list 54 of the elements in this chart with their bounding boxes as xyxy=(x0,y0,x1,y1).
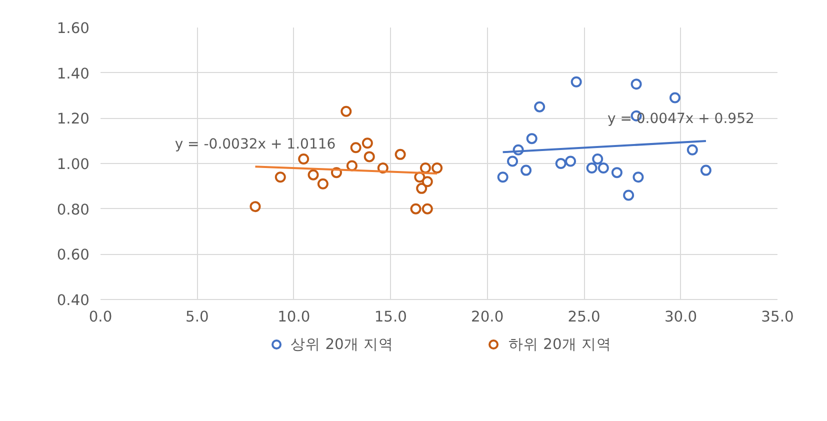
y-tick-label: 0.80 xyxy=(56,201,90,218)
point xyxy=(497,172,508,183)
x-tick-label: 5.0 xyxy=(186,308,209,326)
y-tick-label: 1.00 xyxy=(56,156,90,173)
point xyxy=(534,101,546,112)
y-tick-label: 0.40 xyxy=(56,292,90,309)
point xyxy=(420,162,431,174)
point xyxy=(410,203,422,214)
point xyxy=(422,203,433,214)
point xyxy=(274,172,286,183)
x-tick-label: 25.0 xyxy=(568,308,600,326)
point xyxy=(308,169,319,180)
point xyxy=(416,182,428,194)
point xyxy=(700,164,712,176)
point xyxy=(555,158,566,169)
point xyxy=(422,176,433,188)
x-tick-label: 0.0 xyxy=(88,308,112,326)
point xyxy=(623,190,634,201)
point xyxy=(520,164,532,176)
point xyxy=(350,142,362,154)
point xyxy=(669,92,680,104)
point xyxy=(250,201,261,212)
x-tick-label: 30.0 xyxy=(664,308,698,326)
point xyxy=(611,167,622,178)
point xyxy=(298,153,310,164)
point xyxy=(362,138,373,149)
point xyxy=(632,172,644,183)
point xyxy=(586,162,598,174)
y-tick-label: 1.60 xyxy=(56,20,90,37)
x-tick-label: 15.0 xyxy=(374,308,407,326)
x-tick-label: 10.0 xyxy=(278,308,310,326)
annotation: y = 0.0047x + 0.952 xyxy=(607,111,754,128)
y-tick-label: 1.20 xyxy=(56,110,90,128)
point xyxy=(346,160,358,172)
point xyxy=(598,162,609,174)
x-tick-label: 20.0 xyxy=(471,308,504,326)
point xyxy=(432,162,443,174)
point xyxy=(570,76,582,88)
legend-label: 하위 20개 지역 xyxy=(508,334,612,354)
point xyxy=(526,133,538,144)
legend-label: 상위 20개 지역 xyxy=(290,334,394,354)
x-tick-label: 35.0 xyxy=(761,308,794,326)
point xyxy=(507,156,518,167)
point xyxy=(317,178,328,190)
point xyxy=(394,148,406,160)
point xyxy=(630,78,642,90)
y-tick-label: 1.40 xyxy=(56,65,90,82)
point xyxy=(565,156,576,167)
point xyxy=(364,151,375,162)
y-tick-label: 0.60 xyxy=(56,246,90,264)
point xyxy=(592,153,604,164)
point xyxy=(340,106,352,117)
point xyxy=(686,144,698,156)
annotation: y = -0.0032x + 1.0116 xyxy=(174,136,336,153)
